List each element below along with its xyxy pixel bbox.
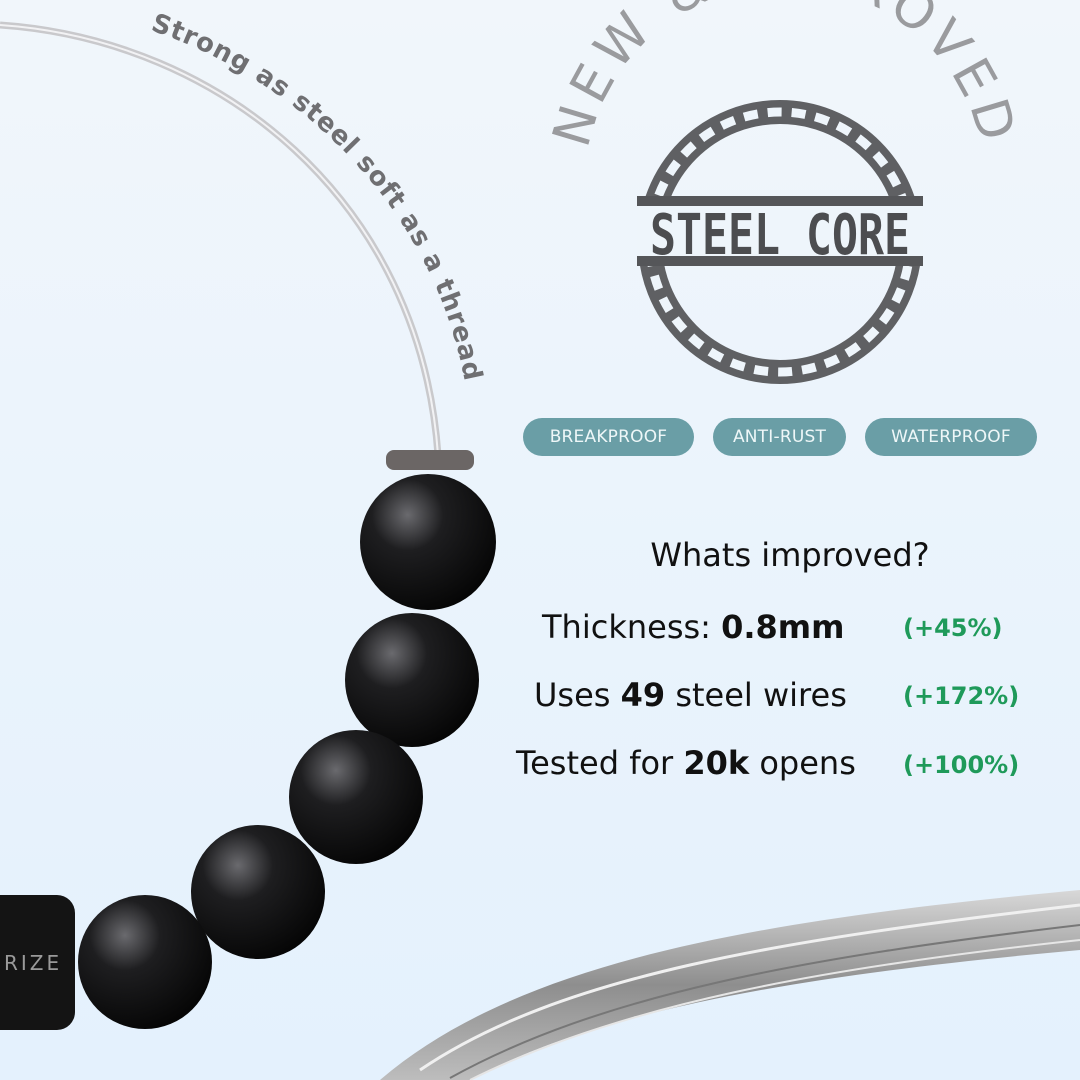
logo-emblem-text: STEEL CORE bbox=[650, 203, 910, 268]
improvement-change: (+45%) bbox=[903, 614, 1003, 642]
improvement-change: (+100%) bbox=[903, 751, 1020, 779]
improvement-row-opens: Tested for 20k opens bbox=[516, 744, 856, 782]
improvement-change: (+172%) bbox=[903, 682, 1020, 710]
logo-arc-text: NEW & IMPROVED bbox=[542, 0, 1028, 153]
badge-breakproof: BREAKPROOF bbox=[523, 418, 694, 456]
improvement-row-wires: Uses 49 steel wires bbox=[534, 676, 847, 714]
badge-waterproof: WATERPROOF bbox=[865, 418, 1037, 456]
badge-anti-rust: ANTI-RUST bbox=[713, 418, 846, 456]
beads bbox=[78, 474, 496, 1029]
twisted-cable bbox=[380, 890, 1080, 1080]
improvements-heading: Whats improved? bbox=[650, 536, 930, 574]
clasp bbox=[0, 895, 75, 1030]
steel-core-logo: NEW & IMPROVED STEEL CORE bbox=[542, 0, 1028, 384]
tagline: Strong as steel soft as a thread bbox=[148, 8, 488, 384]
steel-wire bbox=[0, 25, 438, 455]
improvement-row-thickness: Thickness: 0.8mm bbox=[542, 608, 845, 646]
clasp-text: RIZE bbox=[4, 951, 62, 975]
wire-cap bbox=[386, 450, 474, 470]
